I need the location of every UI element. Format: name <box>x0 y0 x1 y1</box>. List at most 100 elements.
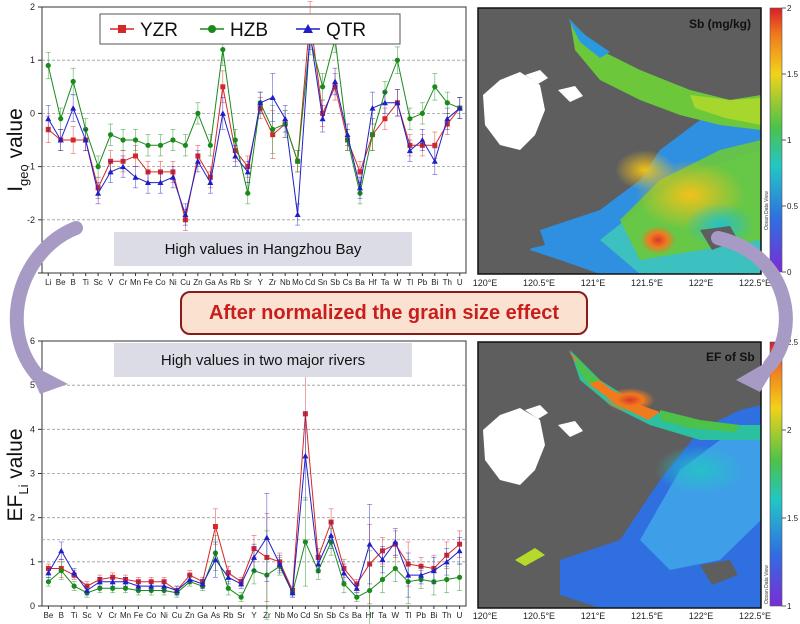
ef-xtick-label: Mn <box>120 611 131 620</box>
map_sb-colorbar-label: 0 <box>787 268 792 277</box>
igeo-xtick-label: Be <box>56 278 66 287</box>
ef-point-qtr <box>96 578 103 585</box>
igeo-point-hzb <box>432 84 438 90</box>
ef-xtick-label: W <box>392 611 400 620</box>
igeo-xtick-label: Ta <box>381 278 390 287</box>
igeo-point-hzb <box>245 190 251 196</box>
ef-xtick-label: Ba <box>352 611 362 620</box>
igeo-xtick-label: Cd <box>305 278 315 287</box>
ef-xtick-label: Th <box>442 611 451 620</box>
igeo-ylabel: Igeo value <box>4 108 31 192</box>
igeo-xtick-label: Zn <box>193 278 202 287</box>
ef-point-qtr <box>405 572 412 578</box>
igeo-xtick-label: Pb <box>417 278 427 287</box>
map_ef-colorbar-label: 1 <box>787 602 792 611</box>
legend-marker-yzr <box>118 25 126 33</box>
igeo-point-qtr <box>82 137 89 143</box>
map_sb-xtick-label: 121°E <box>581 278 606 288</box>
ef-point-hzb <box>367 587 373 594</box>
igeo-xtick-label: Li <box>45 278 51 287</box>
igeo-point-qtr <box>157 179 164 186</box>
ef-point-hzb <box>71 583 77 589</box>
map_sb-xtick-label: 120.5°E <box>523 278 555 288</box>
map-sb-xticks: 120°E 120.5°E 121°E 121.5°E 122°E 122.5°E <box>473 278 771 288</box>
ef-point-qtr <box>379 556 386 563</box>
igeo-point-qtr <box>319 115 326 122</box>
igeo-xtick-label: Sn <box>318 278 328 287</box>
map-sb-colorbar <box>769 7 783 273</box>
igeo-point-hzb <box>170 137 176 143</box>
igeo-point-qtr <box>332 78 339 84</box>
ef-point-qtr <box>315 561 322 567</box>
igeo-point-hzb <box>132 137 139 143</box>
igeo-point-qtr <box>244 168 251 175</box>
ef-point-hzb <box>45 579 52 585</box>
ef-xtick-label: Tl <box>405 611 412 620</box>
igeo-point-yzr <box>382 116 388 122</box>
igeo-xtick-label: Zr <box>269 278 277 287</box>
ef-point-qtr <box>263 534 270 541</box>
map_ef-xtick-label: 122.5°E <box>739 611 771 621</box>
ef-xtick-label: Co <box>146 611 157 620</box>
igeo-point-hzb <box>145 142 151 148</box>
note-top: High values in Hangzhou Bay <box>114 232 412 266</box>
igeo-point-hzb <box>70 78 76 85</box>
ef-point-qtr <box>122 578 129 585</box>
igeo-xtick-label: Mn <box>130 278 141 287</box>
igeo-xtick-label: Sb <box>330 278 340 287</box>
map-sb: Sb (mg/kg) Ocean Data View 2 1.5 1 0.5 0 120… <box>473 4 799 288</box>
igeo-point-qtr <box>456 105 463 111</box>
igeo-point-hzb <box>58 116 64 122</box>
ef-xtick-label: Sb <box>326 611 336 620</box>
ef-point-hzb <box>58 568 64 574</box>
igeo-point-qtr <box>219 110 226 116</box>
igeo-point-hzb <box>95 164 101 170</box>
ef-point-qtr <box>392 538 399 545</box>
ef-point-qtr <box>289 589 296 596</box>
ef-xtick-label: Pb <box>416 611 426 620</box>
legend-label-hzb: HZB <box>230 20 268 41</box>
map-ef-colorbar <box>769 341 783 607</box>
igeo-xtick-label: U <box>457 278 463 287</box>
igeo-xtick-label: Th <box>443 278 452 287</box>
map-ef-watermark: Ocean Data View <box>764 565 770 604</box>
igeo-point-hzb <box>270 126 276 132</box>
igeo-xtick-label: Cr <box>119 278 128 287</box>
map_sb-colorbar-label: 0.5 <box>787 202 799 211</box>
normalization-banner: After normalized the grain size effect <box>180 291 588 335</box>
igeo-point-hzb <box>182 142 189 148</box>
ef-ytick-label: 1 <box>30 557 35 567</box>
igeo-point-qtr <box>207 179 214 186</box>
igeo-point-qtr <box>444 115 451 122</box>
map_sb-xtick-label: 121.5°E <box>631 278 663 288</box>
map-ef-island <box>483 408 545 485</box>
igeo-point-qtr <box>95 190 102 196</box>
igeo-point-qtr <box>357 184 363 191</box>
map-sb-colorbar-ticks: 2 1.5 1 0.5 0 <box>782 4 799 277</box>
ef-xtick-label: B <box>59 611 64 620</box>
igeo-xtick-label: Mo <box>292 278 304 287</box>
ef-point-hzb <box>110 585 116 591</box>
ef-ytick-label: 5 <box>30 380 35 390</box>
legend-label-qtr: QTR <box>326 20 366 41</box>
igeo-point-hzb <box>45 62 51 69</box>
ef-ytick-label: 2 <box>30 513 35 523</box>
map-sb-watermark: Ocean Data View <box>764 191 770 230</box>
legend-label-yzr: YZR <box>140 20 178 41</box>
igeo-point-qtr <box>120 163 127 170</box>
ef-xtick-label: Zn <box>185 611 194 620</box>
igeo-point-hzb <box>419 110 425 116</box>
igeo-chart: 210-1-2-3Li Be B Ti Sc V Cr Mn Fe Co Ni Cu Zn Ga As Rb S… <box>27 1 467 287</box>
igeo-xtick-label: Fe <box>143 278 153 287</box>
ef-point-hzb <box>354 594 360 600</box>
ef-xtick-label: As <box>211 611 220 620</box>
map_sb-colorbar-label: 1.5 <box>787 70 799 79</box>
ef-point-hzb <box>456 574 463 580</box>
ef-xtick-label: V <box>97 611 103 620</box>
igeo-point-yzr <box>133 153 139 159</box>
igeo-point-yzr <box>432 142 438 148</box>
igeo-point-hzb <box>107 132 114 138</box>
map_sb-colorbar-label: 2 <box>787 4 792 13</box>
map_ef-colorbar-label: 2.5 <box>787 338 799 347</box>
map_sb-xtick-label: 120°E <box>473 278 498 288</box>
